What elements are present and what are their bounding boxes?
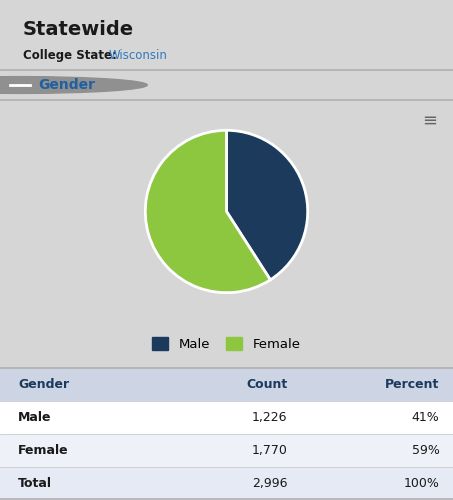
Text: Male: Male [18, 411, 52, 424]
Text: 100%: 100% [404, 477, 439, 490]
Bar [0, 467, 453, 500]
Bar [0, 434, 453, 467]
Text: 59%: 59% [411, 444, 439, 457]
Text: Wisconsin: Wisconsin [109, 49, 168, 62]
Text: College State:: College State: [23, 49, 116, 62]
Text: Gender: Gender [39, 78, 96, 92]
Text: 1,226: 1,226 [252, 411, 288, 424]
Text: 2,996: 2,996 [252, 477, 288, 490]
Wedge shape [145, 130, 270, 292]
Text: 1,770: 1,770 [252, 444, 288, 457]
Bar [0, 401, 453, 434]
Text: Statewide: Statewide [23, 20, 134, 38]
Text: Female: Female [18, 444, 69, 457]
Text: ≡: ≡ [422, 112, 437, 130]
Legend: Male, Female: Male, Female [147, 332, 306, 356]
Text: Percent: Percent [385, 378, 439, 391]
Circle shape [0, 76, 147, 94]
Text: Gender: Gender [18, 378, 69, 391]
Bar [0, 368, 453, 401]
Text: Total: Total [18, 477, 52, 490]
Wedge shape [226, 130, 308, 280]
Text: 41%: 41% [412, 411, 439, 424]
Text: Count: Count [246, 378, 288, 391]
